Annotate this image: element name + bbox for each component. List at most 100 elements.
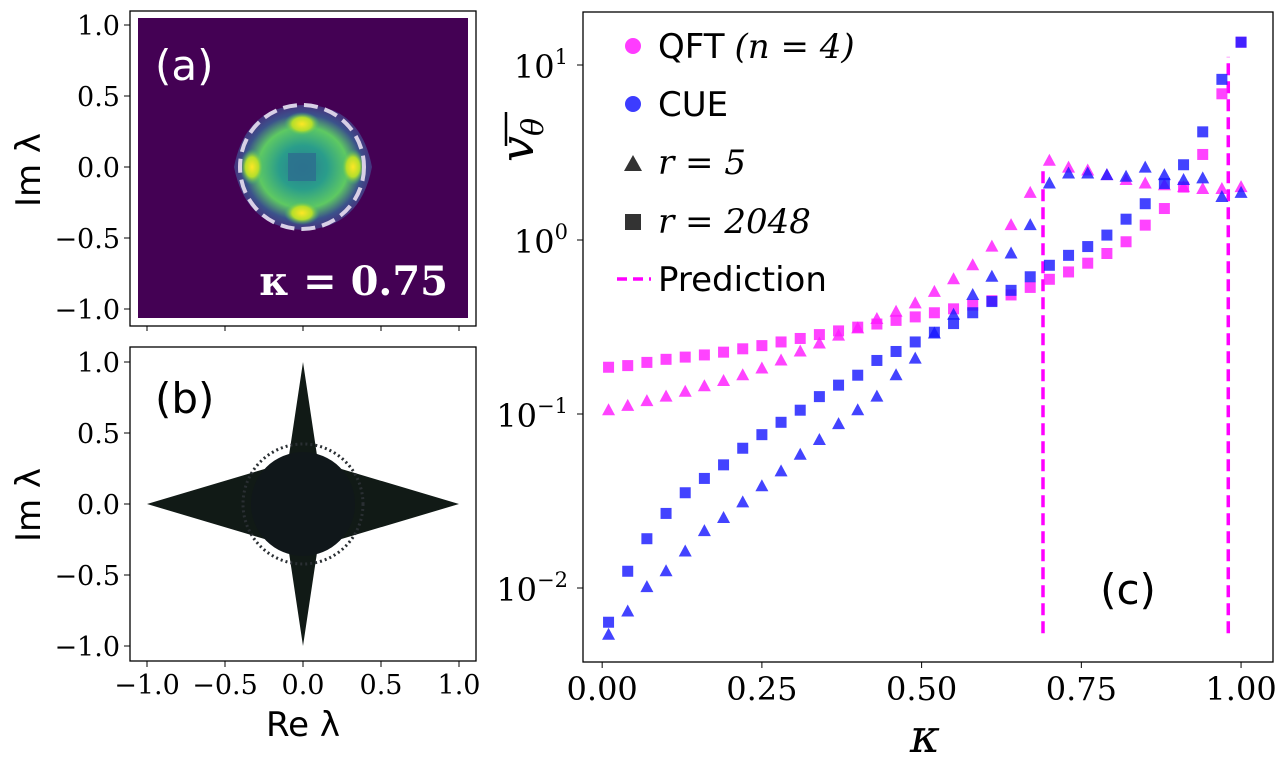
point-qft-square [1139, 219, 1151, 231]
xtick-label: 0.0 [282, 670, 325, 701]
point-cue-triangle [927, 326, 941, 339]
point-cue-square [909, 336, 921, 348]
point-cue-square [890, 345, 902, 357]
point-qft-square [756, 340, 768, 352]
panel-b-xlabel: Re λ [266, 705, 340, 745]
point-qft-square [1082, 257, 1094, 269]
legend-marker-square [625, 214, 641, 230]
point-qft-triangle [1177, 180, 1191, 193]
xtick-label: 0.25 [726, 670, 797, 708]
ytick-label: 0.0 [77, 490, 120, 521]
point-cue-square [698, 472, 710, 484]
point-cue-square [641, 533, 653, 545]
legend-marker-cue [625, 96, 641, 112]
xtick-label: 1.0 [438, 670, 481, 701]
point-cue-square [660, 507, 672, 519]
point-cue-square [603, 616, 615, 628]
panel-a-label: (a) [155, 41, 214, 90]
point-qft-square [967, 299, 979, 311]
point-qft-triangle [1023, 185, 1037, 198]
point-cue-square [1043, 259, 1055, 271]
point-cue-square [1197, 126, 1209, 138]
point-cue-square [833, 379, 845, 391]
ytick-label-10e-2: 10−2 [496, 568, 568, 609]
point-cue-triangle [736, 495, 750, 508]
ytick-label: −1.0 [54, 632, 120, 663]
prediction-circle [238, 103, 366, 231]
point-cue-square [679, 487, 691, 499]
panel-c-label: (c) [1100, 565, 1156, 614]
point-cue-square [871, 354, 883, 366]
panel-b-axes: 1.0 0.5 0.0 −0.5 −1.0 −1.0 −0.5 0.0 0.5 … [54, 348, 480, 701]
point-cue-square [813, 391, 825, 403]
point-qft-square [1216, 88, 1228, 100]
point-cue-triangle [870, 389, 884, 402]
panel-c-xlabel: κ [909, 709, 940, 763]
point-qft-triangle [870, 312, 884, 325]
point-cue-square [948, 318, 960, 330]
point-cue-triangle [697, 524, 711, 537]
ytick-label-10e0: 100 [514, 220, 568, 261]
point-qft-triangle [1196, 181, 1210, 194]
point-qft-square [1043, 273, 1055, 285]
kappa-annotation: κ = 0.75 [259, 258, 448, 305]
panel-c: 0.00 0.25 0.50 0.75 1.00 101 100 10−1 10−2 v… [490, 11, 1277, 763]
point-qft-square [718, 346, 730, 358]
xtick-label: 0.50 [886, 670, 957, 708]
ytick-label: 1.0 [77, 11, 120, 42]
point-cue-square [718, 459, 730, 471]
point-qft-square [1158, 203, 1170, 215]
point-qft-square [1024, 281, 1036, 293]
point-qft-square [622, 360, 634, 372]
point-qft-square [1197, 148, 1209, 160]
spectral-density-blob [234, 105, 372, 230]
legend-r5: r = 5 [658, 143, 746, 183]
point-cue-triangle [1215, 190, 1229, 203]
point-cue-square [1158, 177, 1170, 189]
ytick-label: 0.5 [77, 82, 120, 113]
ytick-label: 0.0 [77, 153, 120, 184]
ytick-label: −1.0 [54, 295, 120, 326]
point-cue-triangle [1042, 176, 1056, 189]
point-cue-triangle [1157, 168, 1171, 181]
point-cue-triangle [851, 403, 865, 416]
point-cue-triangle [1119, 169, 1133, 182]
point-qft-triangle [1042, 153, 1056, 166]
legend-qft-math: (n = 4) [735, 27, 855, 67]
eigenvalue-star-scatter [147, 362, 459, 646]
ytick-label: 0.5 [77, 419, 120, 450]
xtick-label: 0.00 [567, 670, 638, 708]
point-qft-square [1101, 247, 1113, 259]
point-cue-triangle [1100, 168, 1114, 181]
panel-c-yaxis: 101 100 10−1 10−2 [496, 45, 583, 609]
legend-qft: QFT [658, 27, 725, 67]
point-cue-square [1216, 73, 1228, 85]
point-cue-triangle [1177, 173, 1191, 186]
point-qft-square [603, 361, 615, 373]
point-qft-triangle [966, 258, 980, 271]
legend-r2048: r = 2048 [658, 202, 811, 242]
point-qft-triangle [851, 321, 865, 334]
panel-a-ylabel: Im λ [9, 133, 49, 207]
point-qft-square [737, 343, 749, 355]
xtick-label: −1.0 [114, 670, 180, 701]
point-cue-triangle [1196, 171, 1210, 184]
point-cue-square [1235, 36, 1247, 48]
point-qft-triangle [1215, 181, 1229, 194]
point-cue-square [1024, 271, 1036, 283]
point-qft-square [775, 336, 787, 348]
legend: QFT (n = 4) CUE r = 5 r = 2048 Prediction [617, 27, 855, 300]
point-qft-triangle [755, 361, 769, 374]
point-cue-triangle [889, 368, 903, 381]
point-cue-square [775, 416, 787, 428]
point-qft-triangle [697, 379, 711, 392]
legend-marker-qft [625, 38, 641, 54]
point-qft-triangle [985, 239, 999, 252]
point-cue-triangle [908, 351, 922, 364]
point-cue-square [1082, 241, 1094, 253]
data-points [602, 36, 1248, 640]
legend-cue: CUE [658, 85, 728, 125]
point-qft-triangle [621, 398, 635, 411]
point-cue-triangle [774, 464, 788, 477]
